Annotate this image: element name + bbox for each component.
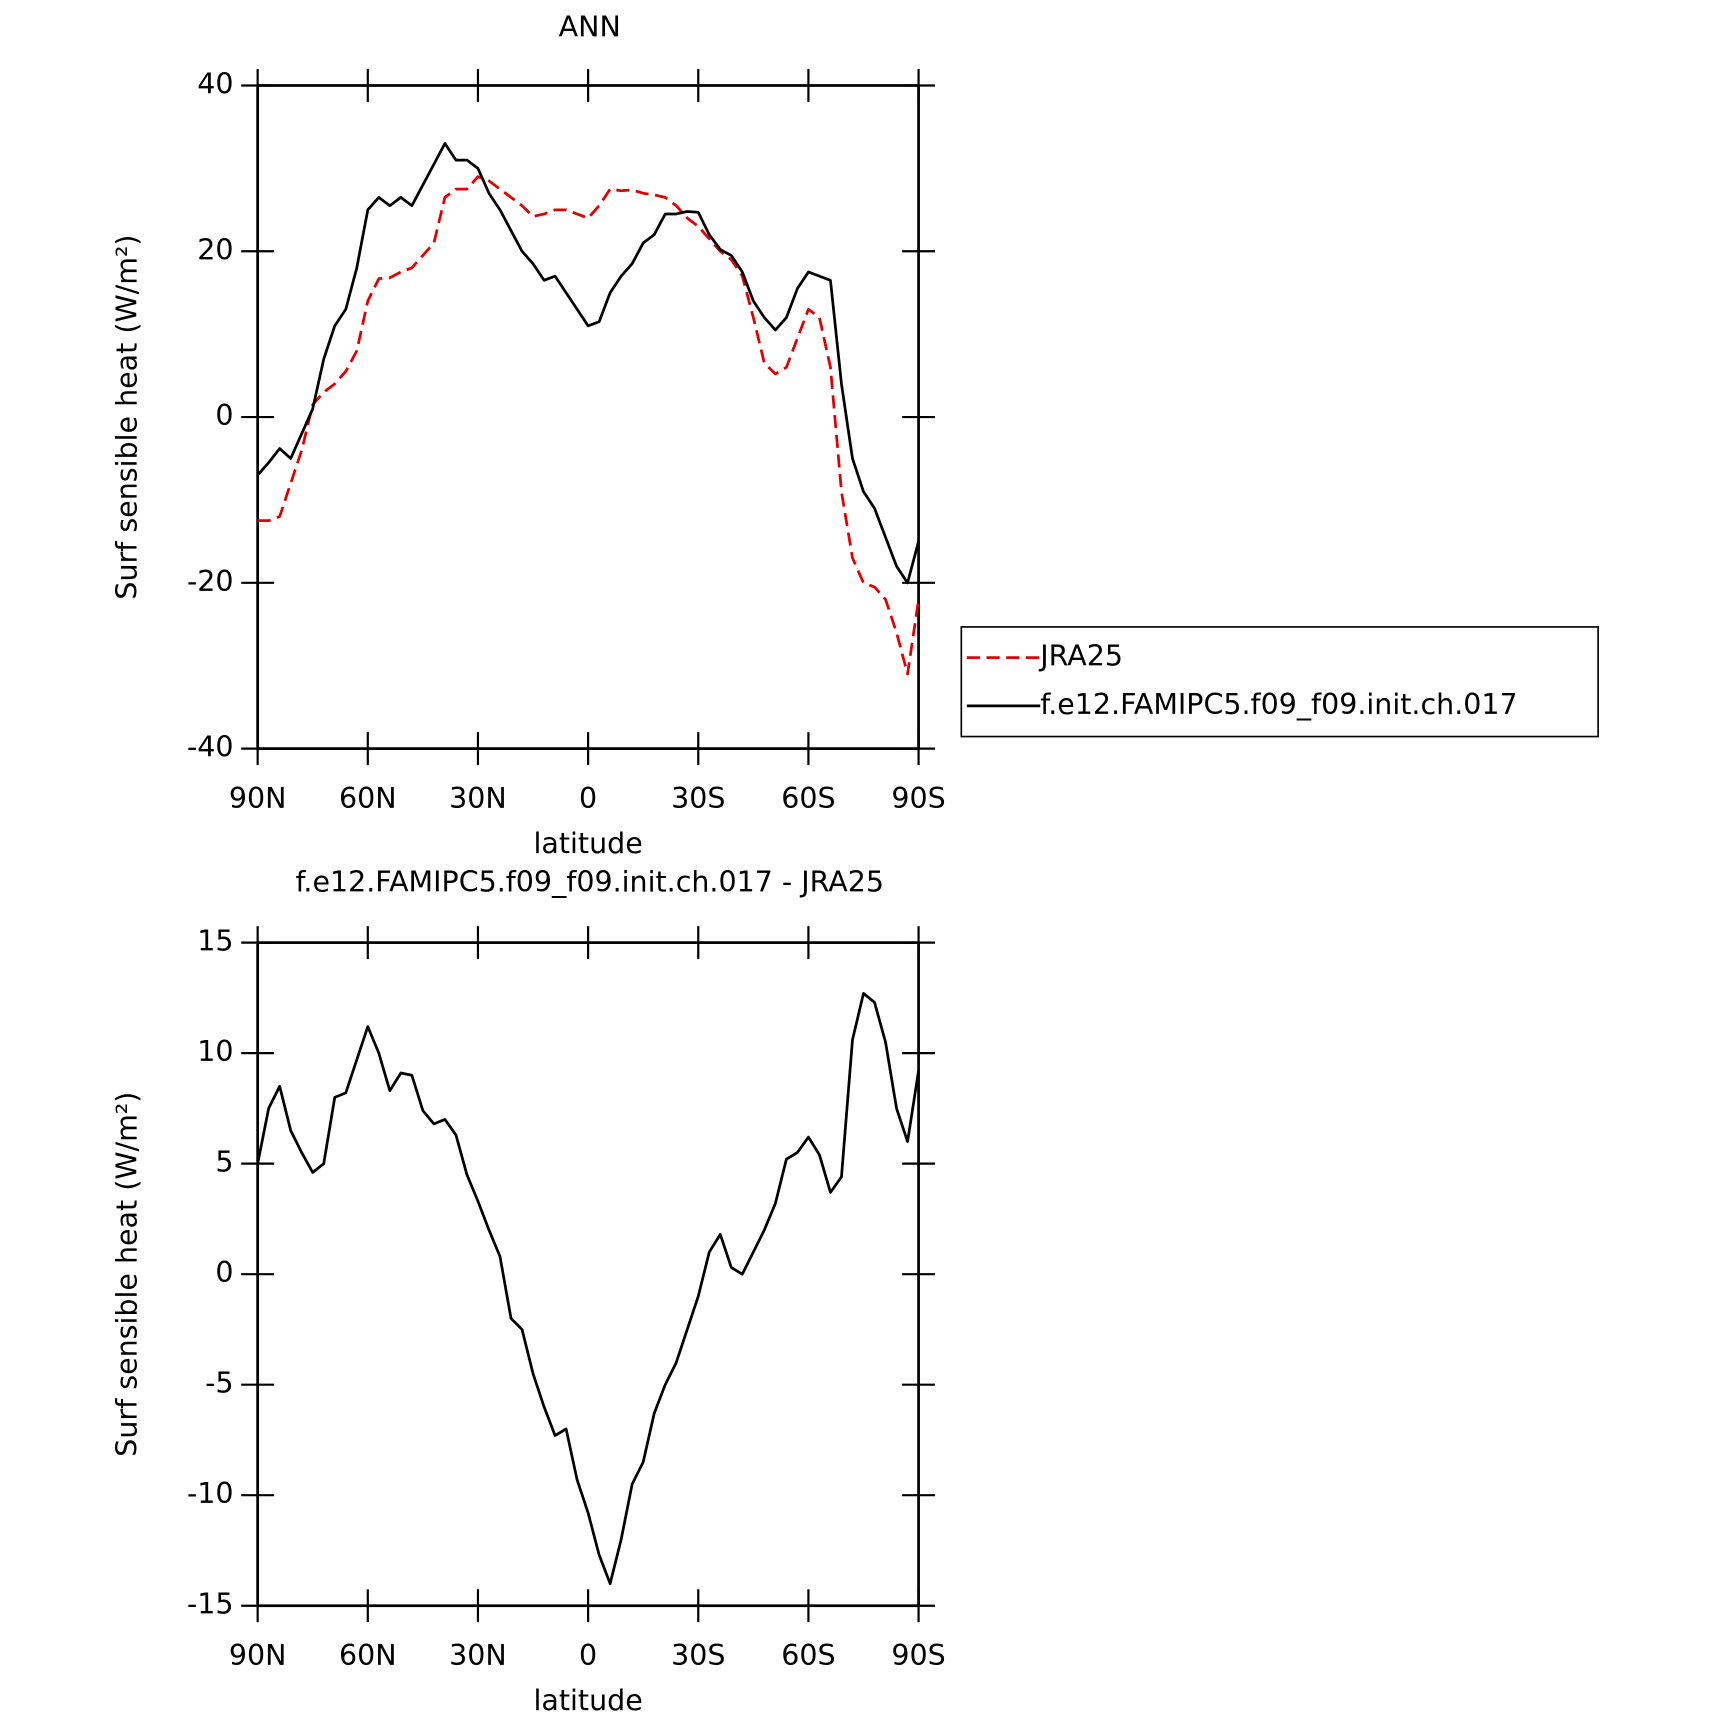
chart-title: f.e12.FAMIPC5.f09_f09.init.ch.017 - JRA2… bbox=[295, 865, 884, 898]
y-axis-label: Surf sensible heat (W/m²) bbox=[110, 1092, 143, 1457]
x-tick-label: 90N bbox=[229, 1639, 287, 1672]
x-tick-label: 90N bbox=[229, 782, 287, 815]
x-tick-label: 30S bbox=[671, 782, 725, 815]
x-tick-label: 30S bbox=[671, 1639, 725, 1672]
legend-label: JRA25 bbox=[1038, 640, 1123, 673]
x-tick-label: 30N bbox=[449, 1639, 507, 1672]
y-axis-label: Surf sensible heat (W/m²) bbox=[110, 235, 143, 600]
y-tick-label: -15 bbox=[187, 1588, 234, 1621]
x-tick-label: 0 bbox=[579, 782, 597, 815]
y-tick-label: 5 bbox=[215, 1146, 233, 1179]
y-tick-label: 0 bbox=[215, 399, 233, 432]
y-tick-label: -5 bbox=[205, 1367, 233, 1400]
plot-frame bbox=[256, 84, 920, 750]
data-line bbox=[256, 142, 920, 585]
x-tick-label: 0 bbox=[579, 1639, 597, 1672]
y-tick-label: 20 bbox=[197, 233, 233, 266]
x-axis-label: latitude bbox=[533, 1684, 642, 1717]
x-tick-label: 60N bbox=[339, 1639, 397, 1672]
x-tick-label: 60S bbox=[781, 1639, 835, 1672]
x-tick-label: 60N bbox=[339, 782, 397, 815]
y-tick-label: 10 bbox=[197, 1035, 233, 1068]
y-tick-label: 15 bbox=[197, 925, 233, 958]
y-tick-label: -10 bbox=[187, 1477, 234, 1510]
y-tick-label: -20 bbox=[187, 565, 234, 598]
chart-title: ANN bbox=[559, 10, 621, 43]
x-axis-label: latitude bbox=[533, 827, 642, 860]
y-tick-label: -40 bbox=[187, 731, 234, 764]
y-tick-label: 0 bbox=[215, 1256, 233, 1289]
data-line bbox=[257, 175, 920, 676]
plot-frame bbox=[256, 941, 920, 1608]
x-tick-label: 30N bbox=[449, 782, 507, 815]
x-tick-label: 90S bbox=[891, 782, 945, 815]
legend-label: f.e12.FAMIPC5.f09_f09.init.ch.017 bbox=[1040, 688, 1517, 721]
legend-box bbox=[960, 626, 1599, 738]
y-tick-label: 40 bbox=[197, 67, 233, 100]
data-line bbox=[256, 992, 920, 1585]
x-tick-label: 60S bbox=[781, 782, 835, 815]
x-tick-label: 90S bbox=[891, 1639, 945, 1672]
